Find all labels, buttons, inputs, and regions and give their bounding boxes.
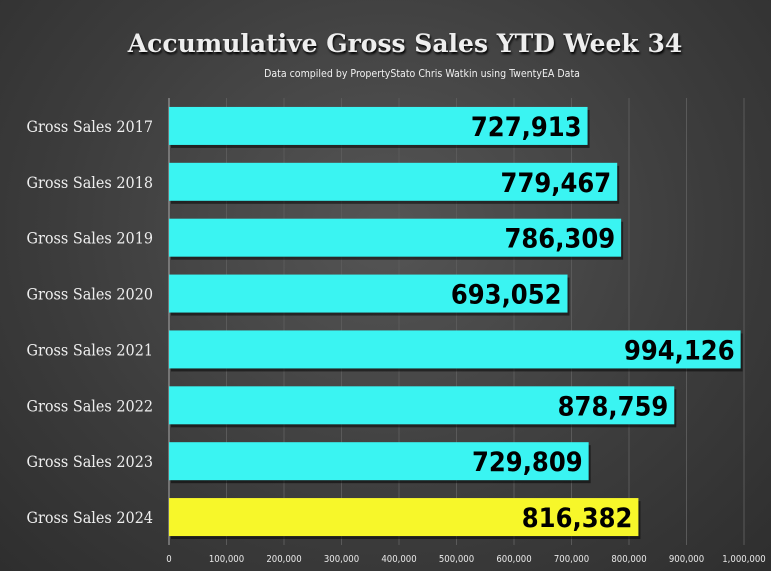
y-category-label: Gross Sales 2020 [26, 285, 153, 304]
x-tick-label: 600,000 [496, 554, 531, 565]
y-category-label: Gross Sales 2018 [26, 173, 153, 192]
bar [169, 330, 741, 369]
x-tick-label: 800,000 [611, 554, 646, 565]
x-tick-label: 200,000 [266, 554, 301, 565]
x-tick-label: 0 [166, 554, 171, 565]
y-category-label: Gross Sales 2024 [26, 508, 153, 527]
x-tick-label: 1,000,000 [722, 554, 765, 565]
bar [169, 274, 568, 313]
bars: 727,913 Gross Sales 2017 779,467 Gross Sale… [26, 106, 743, 540]
data-label: 878,759 [558, 391, 669, 422]
bar [169, 162, 618, 201]
y-category-label: Gross Sales 2022 [26, 396, 153, 415]
x-tick-label: 500,000 [439, 554, 474, 565]
x-tick-label: 700,000 [554, 554, 589, 565]
x-tick-label: 300,000 [324, 554, 359, 565]
data-label: 779,467 [501, 168, 612, 199]
bar [169, 442, 589, 481]
bar [169, 386, 675, 425]
bar [169, 106, 588, 145]
data-label: 729,809 [472, 447, 583, 478]
data-label: 693,052 [451, 280, 562, 311]
y-category-label: Gross Sales 2019 [26, 229, 153, 248]
chart-title: Accumulative Gross Sales YTD Week 34 [127, 29, 683, 58]
x-tick-label: 400,000 [381, 554, 416, 565]
chart-subtitle: Data compiled by PropertyStato Chris Wat… [264, 68, 580, 80]
y-category-label: Gross Sales 2023 [26, 452, 153, 471]
data-label: 994,126 [624, 335, 735, 366]
data-label: 727,913 [471, 112, 582, 143]
bar [169, 498, 639, 537]
x-axis-ticks: 0 100,000 200,000 300,000 400,000 500,000 600,… [166, 554, 765, 565]
x-tick-label: 900,000 [669, 554, 704, 565]
bar [169, 218, 622, 257]
y-category-label: Gross Sales 2017 [26, 117, 153, 136]
data-label: 786,309 [504, 224, 615, 255]
y-category-label: Gross Sales 2021 [26, 340, 153, 359]
data-label: 816,382 [522, 503, 633, 534]
x-tick-label: 100,000 [209, 554, 244, 565]
